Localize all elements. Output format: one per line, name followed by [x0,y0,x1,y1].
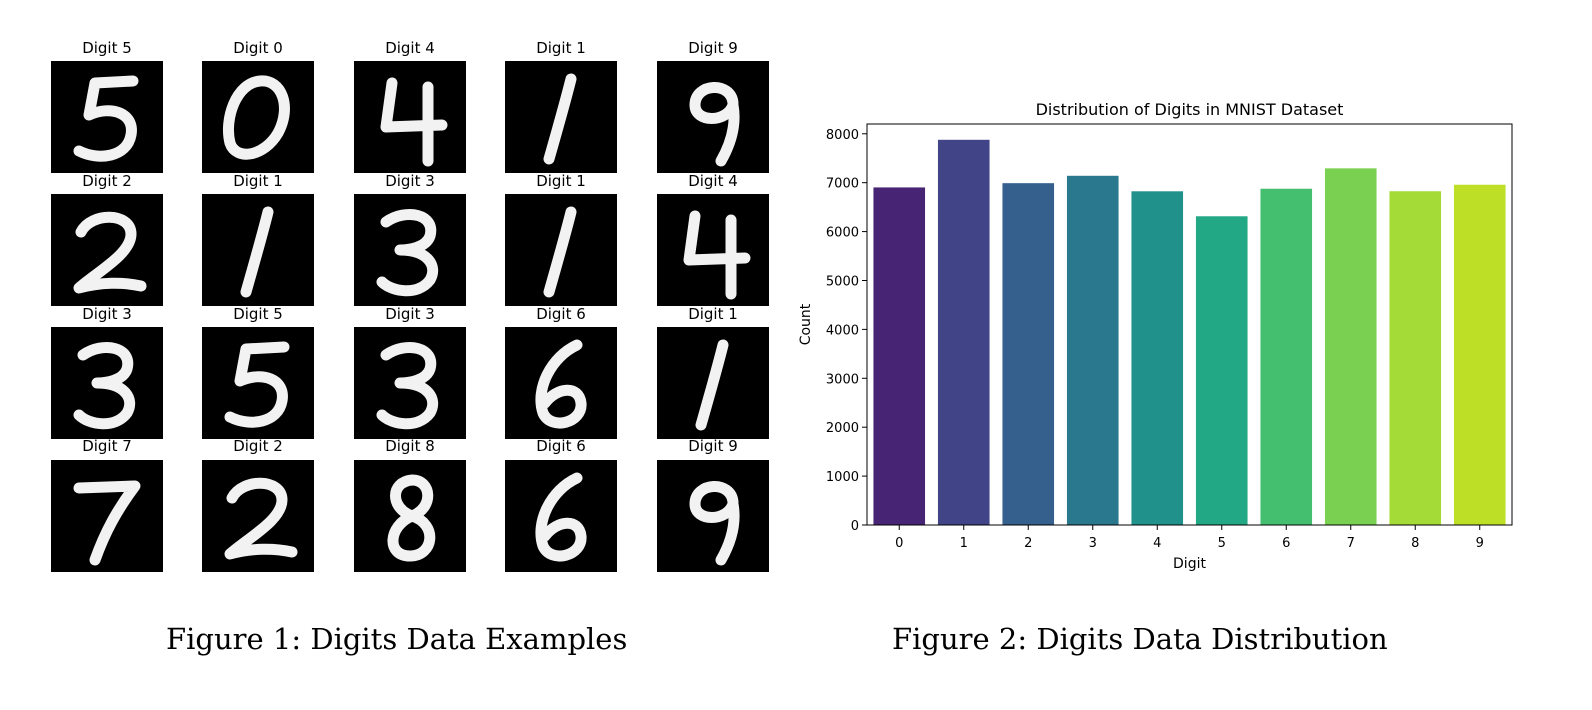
handwritten-digit-stroke [73,342,136,430]
figure-1-caption: Figure 1: Digits Data Examples [166,622,628,656]
bar-digit-3 [1066,175,1119,525]
handwritten-digit-stroke [224,477,298,560]
digit-image [202,327,314,439]
plot-frame [866,123,1513,526]
digit-image [657,61,769,173]
digit-tile-title: Digit 1 [536,172,586,190]
bar-digit-9 [1453,184,1506,526]
digit-tile-title: Digit 6 [536,437,586,455]
handwritten-digit-stroke [387,474,436,562]
digit-tile-title: Digit 3 [385,172,435,190]
x-tick-label: 7 [1347,536,1355,551]
handwritten-digit-stroke [376,209,439,297]
handwritten-digit-stroke [380,77,448,167]
digit-tile-title: Digit 3 [82,305,132,323]
y-tick-label: 0 [851,519,859,534]
y-tick-label: 8000 [826,128,859,143]
y-tick-label: 1000 [826,470,859,485]
digit-tile-title: Digit 1 [688,305,738,323]
handwritten-digit-stroke [376,342,439,430]
digit-tile-title: Digit 7 [82,437,132,455]
digit-tile-title: Digit 2 [233,437,283,455]
handwritten-digit-stroke [73,211,147,294]
x-tick-label: 4 [1153,536,1161,551]
chart-title: Distribution of Digits in MNIST Dataset [1036,100,1344,119]
digit-tile-title: Digit 4 [688,172,738,190]
y-tick-label: 5000 [826,274,859,289]
digit-tile-title: Digit 1 [233,172,283,190]
digit-distribution-chart: 0 1000 2000 3000 4000 5000 6000 7000 8000 0 1 2 3 4 5 6… [798,100,1513,572]
x-tick-label: 1 [960,536,968,551]
digit-image [505,61,617,173]
digit-image [505,194,617,306]
digit-image [51,327,163,439]
digit-tile-title: Digit 2 [82,172,132,190]
digit-tile-title: Digit 1 [536,39,586,57]
bar-digit-0 [873,187,926,525]
bar-digit-7 [1324,168,1377,525]
handwritten-digit-stroke [535,339,587,429]
digit-tile-title: Digit 4 [385,39,435,57]
x-tick-label: 0 [895,536,903,551]
digit-image [354,61,466,173]
handwritten-digit-stroke [224,341,290,428]
digit-image [657,460,769,572]
y-tick-label: 4000 [826,323,859,338]
x-tick-label: 2 [1024,536,1032,551]
y-tick-label: 6000 [826,226,859,241]
handwritten-digit-stroke [689,82,740,167]
digit-image [657,194,769,306]
bar-digit-1 [937,139,990,526]
digit-tile-title: Digit 9 [688,437,738,455]
bar-digit-4 [1131,191,1184,525]
handwritten-digit-stroke [73,75,139,162]
x-tick-label: 5 [1218,536,1226,551]
handwritten-digit-stroke [543,206,577,298]
handwritten-digit-stroke [240,206,274,298]
digit-image [354,194,466,306]
bar-digit-2 [1002,183,1055,526]
digit-image [51,61,163,173]
digit-image [354,327,466,439]
digit-tile-title: Digit 9 [688,39,738,57]
handwritten-digit-stroke [695,339,729,431]
digit-image [202,194,314,306]
handwritten-digit-stroke [683,210,751,300]
digit-tile-title: Digit 5 [233,305,283,323]
figure-1-digit-examples: Digit 5 Digit 0 Digit 4 Digit 1 Digit 9 Digit… [0,0,790,600]
bar-digit-8 [1389,191,1442,525]
handwritten-digit-stroke [689,481,740,566]
y-axis-label: Count [798,303,814,345]
x-tick-label: 6 [1282,536,1290,551]
bar-digit-6 [1260,188,1313,525]
handwritten-digit-stroke [223,75,290,160]
figure-2-caption: Figure 2: Digits Data Distribution [892,622,1388,656]
bar-digit-5 [1195,216,1248,525]
x-axis-label: Digit [1173,556,1206,572]
y-tick-label: 2000 [826,421,859,436]
handwritten-digit-stroke [73,480,141,566]
digit-image [354,460,466,572]
digit-image [202,61,314,173]
digit-image [202,460,314,572]
digit-tile-title: Digit 0 [233,39,283,57]
y-tick-label: 7000 [826,177,859,192]
digit-tile-title: Digit 6 [536,305,586,323]
handwritten-digit-stroke [535,472,587,562]
digit-image [657,327,769,439]
digit-tile-title: Digit 5 [82,39,132,57]
x-tick-label: 9 [1476,536,1484,551]
digit-image [505,327,617,439]
digit-tile-title: Digit 8 [385,437,435,455]
digit-image [51,460,163,572]
y-tick-label: 3000 [826,372,859,387]
x-tick-label: 3 [1089,536,1097,551]
x-tick-label: 8 [1411,536,1419,551]
handwritten-digit-stroke [543,73,577,165]
digit-tile-title: Digit 3 [385,305,435,323]
digit-image [505,460,617,572]
digit-image [51,194,163,306]
